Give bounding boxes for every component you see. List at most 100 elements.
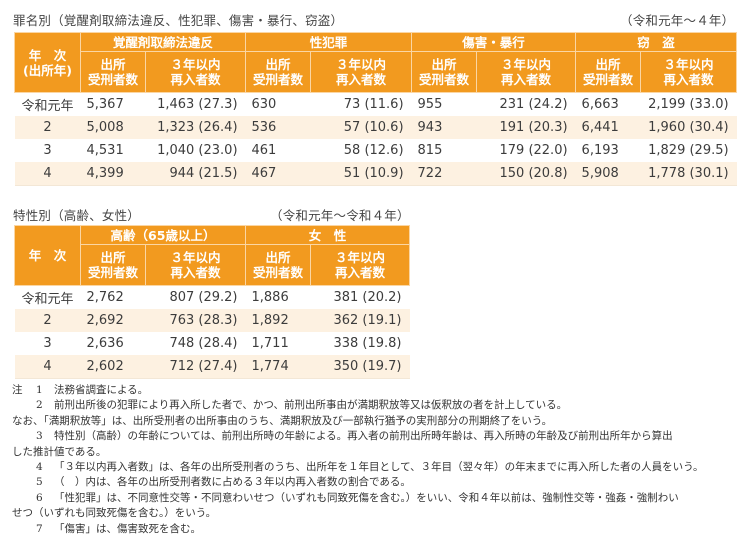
cell: 943: [411, 116, 477, 139]
table1-caption: 罪名別（覚醒剤取締法違反、性犯罪、傷害・暴行、窃盗）: [13, 13, 344, 28]
note-6: 6 「性犯罪」は、不同意性交等・不同意わいせつ（いずれも同致死傷を含む。）をいい…: [36, 491, 679, 504]
year-cell: 2: [14, 116, 81, 139]
group-header-theft: 窃 盗: [575, 32, 738, 52]
released-header: 出所 受刑者数: [575, 51, 642, 93]
cell: 191 (20.3): [476, 116, 576, 139]
cell: 5,367: [86, 97, 124, 112]
cell: 6,193: [581, 143, 619, 158]
cell: 1,463 (27.3): [157, 97, 238, 112]
year-cell: 令和元年: [21, 292, 74, 307]
cell: 1,886: [251, 290, 289, 305]
footnotes: 注 1 法務省調査による。 2 前刑出所後の犯罪により再入所した者で、かつ、前刑…: [12, 383, 744, 537]
table-row: 4 4,399 944 (21.5) 467 51 (10.9) 722 150…: [14, 162, 737, 186]
table2-period: （令和元年～令和４年）: [270, 208, 410, 223]
note-1: 注 1 法務省調査による。: [12, 383, 744, 398]
group-header-elderly: 高齢（65歳以上）: [80, 225, 246, 245]
cell: 467: [245, 162, 311, 186]
cell: 712 (27.4): [145, 355, 246, 379]
cell: 179 (22.0): [499, 143, 568, 158]
cell: 5,008: [80, 116, 146, 139]
cell: 1,711: [251, 336, 289, 351]
note-2-cont: なお、「満期釈放等」は、出所受刑者の出所事由のうち、満期釈放及び一部執行猶予の実…: [12, 414, 553, 427]
cell: 763 (28.3): [145, 309, 246, 332]
table2-caption: 特性別（高齢、女性）: [13, 208, 141, 223]
note-2: 2 前刑出所後の犯罪により再入所した者で、かつ、前刑出所事由が満期釈放等又は仮釈…: [36, 399, 568, 412]
reentered-header: ３年以内 再入者数: [309, 244, 411, 286]
cell: 955: [417, 97, 443, 112]
reentered-header: ３年以内 再入者数: [144, 51, 247, 93]
cell: 4,399: [80, 162, 146, 186]
cell: 6,441: [575, 116, 641, 139]
cell: 2,602: [80, 355, 146, 379]
table-row: 4 2,602 712 (27.4) 1,774 350 (19.7): [14, 355, 410, 379]
group-header-stimulants: 覚醒剤取締法違反: [79, 32, 247, 52]
cell: 2,199 (33.0): [648, 97, 729, 112]
table-row: 3 2,636 748 (28.4) 1,711 338 (19.8): [15, 332, 410, 355]
released-header: 出所 受刑者数: [411, 51, 478, 93]
cell: 2,636: [86, 336, 124, 351]
group-header-female: 女 性: [244, 225, 411, 245]
year-cell: 3: [43, 336, 52, 351]
note-7: 7 「傷害」は、傷害致死を含む。: [36, 522, 201, 535]
table-row: 2 5,008 1,323 (26.4) 536 57 (10.6) 943 1…: [14, 116, 737, 139]
cell: 722: [411, 162, 477, 186]
cell: 1,960 (30.4): [640, 116, 737, 139]
released-header: 出所 受刑者数: [245, 51, 312, 93]
cell: 1,040 (23.0): [157, 143, 238, 158]
cell: 461: [251, 143, 277, 158]
released-header: 出所 受刑者数: [80, 51, 146, 93]
year-header: 年 次: [14, 225, 81, 286]
cell: 807 (29.2): [169, 290, 238, 305]
table-row: 令和元年 5,367 1,463 (27.3) 630 73 (11.6) 95…: [15, 93, 737, 117]
note-label: 注: [12, 384, 23, 396]
released-header: 出所 受刑者数: [245, 244, 311, 286]
cell: 2,692: [80, 309, 146, 332]
cell: 815: [417, 143, 443, 158]
year-cell: 3: [43, 143, 52, 158]
year-cell: 令和元年: [21, 99, 74, 114]
cell: 73 (11.6): [343, 97, 404, 112]
cell: 1,892: [245, 309, 311, 332]
released-header: 出所 受刑者数: [80, 244, 146, 286]
group-header-assault: 傷害・暴行: [411, 32, 577, 52]
note-3: 3 特性別（高齢）の年齢については、前刑出所時の年齢による。再入者の前刑出所時年…: [36, 430, 673, 443]
cell: 944 (21.5): [145, 162, 246, 186]
cell: 2,762: [86, 290, 124, 305]
cell: 338 (19.8): [333, 336, 402, 351]
note-4: 4 「３年以内再入者数」は、各年の出所受刑者のうち、出所年を１年目として、３年目…: [36, 461, 704, 474]
cell: 630: [251, 97, 277, 112]
group-header-sex-offense: 性犯罪: [245, 32, 413, 52]
note-5: 5 （ ）内は、各年の出所受刑者数に占める３年以内再入者数の割合である。: [36, 476, 411, 489]
cell: 6,663: [581, 97, 619, 112]
reentered-header: ３年以内 再入者数: [310, 51, 413, 93]
cell: 231 (24.2): [499, 97, 568, 112]
reentered-header: ３年以内 再入者数: [476, 51, 577, 93]
table-by-offense: 年 次 (出所年) 覚醒剤取締法違反 性犯罪 傷害・暴行 窃 盗 出所 受刑者数 …: [14, 32, 738, 186]
note-3-cont: した推計値である。: [12, 445, 107, 458]
cell: 1,774: [245, 355, 311, 379]
reentered-header: ３年以内 再入者数: [640, 51, 738, 93]
cell: 350 (19.7): [310, 355, 410, 379]
table1-period: （令和元年～４年）: [620, 13, 735, 28]
cell: 57 (10.6): [310, 116, 412, 139]
table-by-attribute: 年 次 高齢（65歳以上） 女 性 出所 受刑者数 ３年以内 再入者数 出所 受刑者数…: [14, 225, 411, 379]
year-header: 年 次 (出所年): [14, 32, 81, 93]
reentered-header: ３年以内 再入者数: [145, 244, 246, 286]
table-row: 2 2,692 763 (28.3) 1,892 362 (19.1): [14, 309, 410, 332]
cell: 1,323 (26.4): [145, 116, 246, 139]
cell: 150 (20.8): [476, 162, 576, 186]
table-row: 3 4,531 1,040 (23.0) 461 58 (12.6) 815 1…: [15, 139, 737, 162]
cell: 1,829 (29.5): [648, 143, 729, 158]
table-row: 令和元年 2,762 807 (29.2) 1,886 381 (20.2): [15, 286, 410, 310]
year-cell: 2: [14, 309, 81, 332]
cell: 536: [245, 116, 311, 139]
year-cell: 4: [14, 355, 81, 379]
note-6-cont: せつ（いずれも同致死傷を含む。）をいう。: [12, 507, 217, 520]
cell: 1,778 (30.1): [640, 162, 737, 186]
cell: 58 (12.6): [343, 143, 404, 158]
cell: 381 (20.2): [333, 290, 402, 305]
cell: 5,908: [575, 162, 641, 186]
cell: 51 (10.9): [310, 162, 412, 186]
cell: 4,531: [86, 143, 124, 158]
cell: 748 (28.4): [169, 336, 238, 351]
